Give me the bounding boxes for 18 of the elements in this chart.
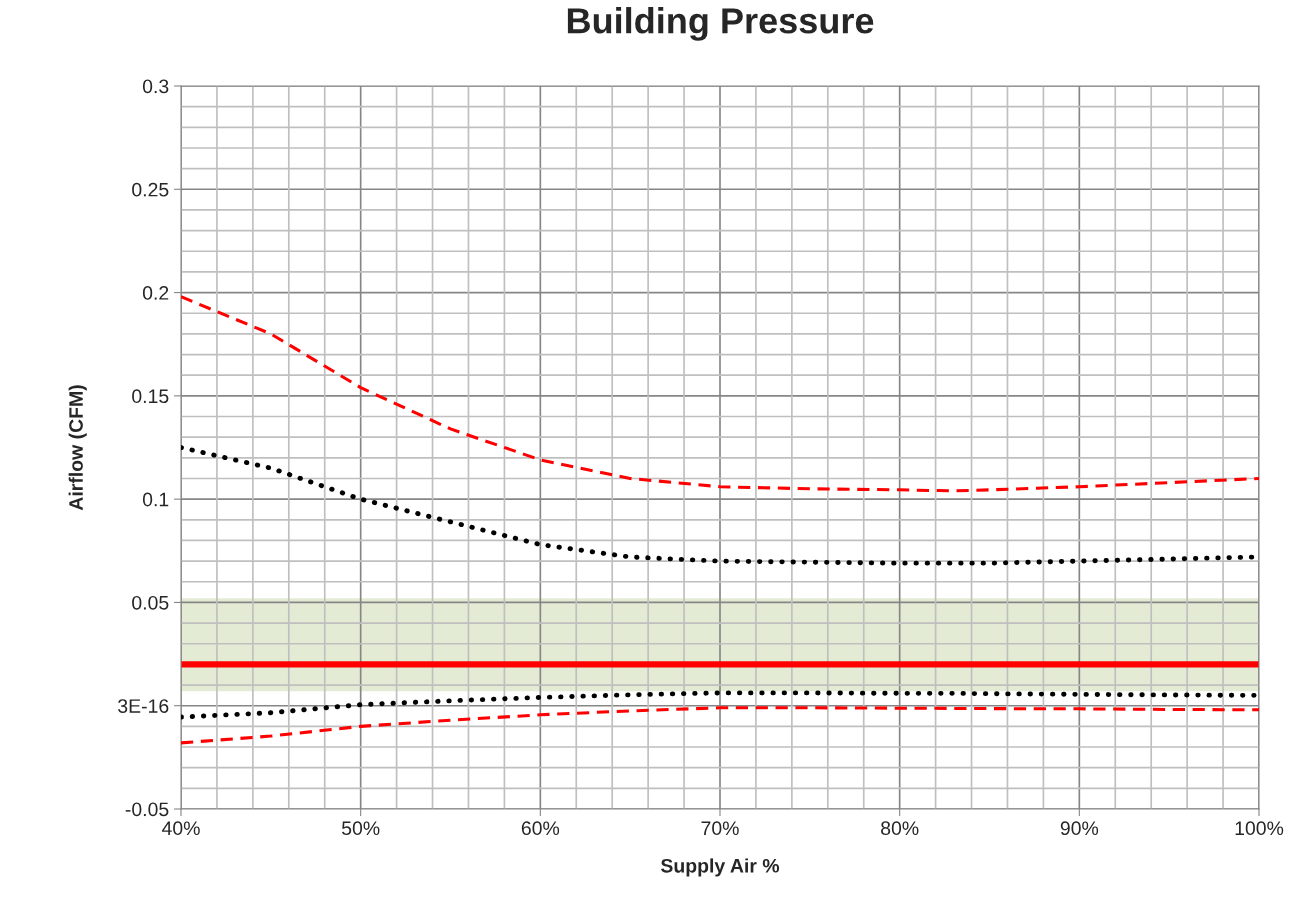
- y-tick-label: 0.2: [142, 286, 169, 300]
- x-tick-label: 80%: [881, 821, 919, 836]
- x-tick-label: 40%: [161, 821, 200, 836]
- y-tick-label: 0.3: [142, 79, 169, 94]
- y-tick-label: 0.15: [132, 389, 169, 404]
- x-tick-label: 60%: [521, 821, 560, 836]
- y-tick-label: 0.05: [132, 595, 169, 610]
- x-axis-title: Supply Air %: [660, 858, 780, 877]
- y-tick-label: 0.25: [132, 182, 169, 197]
- y-axis-title: Airflow (CFM): [68, 385, 87, 511]
- x-tick-label: 100%: [1235, 821, 1284, 836]
- y-tick-label: 0.1: [142, 492, 169, 507]
- y-tick-label: 3E-16: [118, 699, 169, 713]
- x-tick-label: 90%: [1060, 821, 1099, 836]
- x-tick-label: 70%: [701, 821, 739, 836]
- chart-title: Building Pressure: [567, 7, 874, 41]
- x-tick-label: 50%: [341, 821, 380, 836]
- y-tick-label: -0.05: [125, 802, 169, 817]
